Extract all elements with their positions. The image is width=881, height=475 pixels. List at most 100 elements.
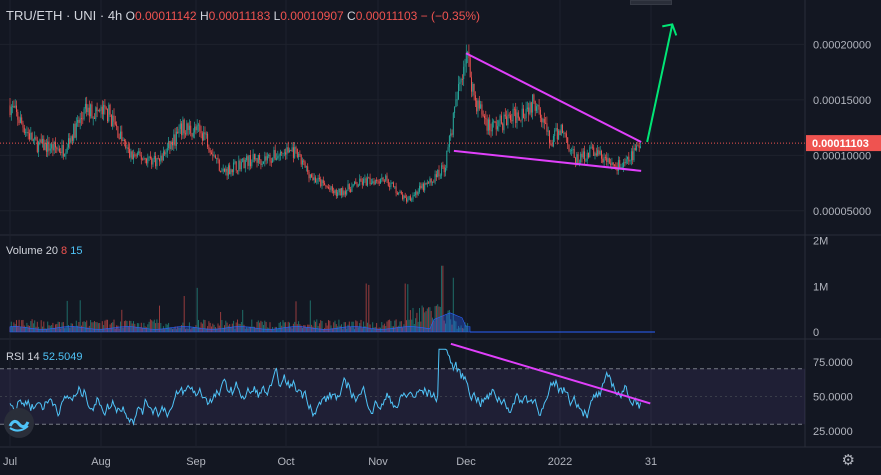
candle-body xyxy=(546,123,548,132)
candle-body xyxy=(87,107,89,113)
volume-bar xyxy=(57,321,59,332)
candle-body xyxy=(429,178,431,184)
candle-body xyxy=(434,174,436,183)
candle-body xyxy=(247,156,249,166)
candle-body xyxy=(192,132,194,137)
candle-body xyxy=(110,114,112,127)
volume-bar xyxy=(32,323,34,332)
volume-bar xyxy=(419,308,420,332)
gear-icon[interactable]: ⚙ xyxy=(841,452,855,469)
volume-bar xyxy=(74,326,76,332)
tradingview-logo-icon[interactable] xyxy=(4,408,34,438)
volume-bar xyxy=(368,284,370,332)
projection-arrowhead xyxy=(662,23,678,36)
candle-body xyxy=(603,157,605,163)
volume-bar xyxy=(235,322,237,332)
candle-body xyxy=(107,108,108,122)
volume-bar xyxy=(65,327,67,332)
candle-body xyxy=(213,155,215,157)
candle-body xyxy=(619,160,621,169)
candle-body xyxy=(263,161,264,164)
candle-body xyxy=(378,181,380,184)
volume-bar xyxy=(396,326,398,332)
candle-body xyxy=(433,181,435,183)
volume-bar xyxy=(188,322,190,332)
volume-bar xyxy=(408,319,410,332)
volume-bar xyxy=(14,324,16,332)
volume-bar xyxy=(200,322,202,332)
volume-bar xyxy=(173,328,175,332)
volume-bar xyxy=(40,320,42,332)
volume-bar xyxy=(394,320,396,332)
volume-bar xyxy=(311,324,313,332)
candle-body xyxy=(538,105,540,110)
candle-body xyxy=(146,158,147,164)
volume-bar xyxy=(95,322,97,332)
candle-body xyxy=(201,133,203,141)
volume-bar xyxy=(376,322,378,332)
volume-indicator-name[interactable]: Volume 20 xyxy=(6,245,58,257)
open-label: O xyxy=(125,9,135,23)
toolbar-stub[interactable] xyxy=(630,0,672,5)
candle-body xyxy=(420,185,422,189)
volume-bar xyxy=(143,322,145,332)
volume-bar xyxy=(39,329,41,332)
volume-bar xyxy=(272,326,274,332)
candle-body xyxy=(383,180,385,182)
candle-body xyxy=(178,128,180,134)
candle-body xyxy=(60,151,62,153)
candle-body xyxy=(121,131,123,141)
candle-body xyxy=(634,148,636,151)
volume-tick-label: 1M xyxy=(813,281,828,293)
volume-pane[interactable] xyxy=(9,265,656,333)
candle-body xyxy=(240,162,242,170)
candle-body xyxy=(589,147,591,158)
candle-body xyxy=(246,156,248,161)
candle-body xyxy=(351,186,353,192)
rsi-indicator-name[interactable]: RSI 14 xyxy=(6,351,40,363)
candle-body xyxy=(595,153,597,156)
volume-bar xyxy=(458,325,459,332)
volume-bar xyxy=(43,321,45,332)
candle-body xyxy=(144,158,146,160)
candle-body xyxy=(606,157,608,163)
candle-body xyxy=(40,139,42,144)
volume-bar xyxy=(205,328,207,332)
price-pane[interactable]: 0.00011103 xyxy=(0,23,881,204)
volume-bar xyxy=(103,324,105,332)
rsi-pane[interactable] xyxy=(0,342,805,426)
volume-legend: Volume 20 8 15 xyxy=(6,245,82,257)
volume-bar xyxy=(152,321,154,332)
volume-bar xyxy=(257,320,259,332)
volume-bar xyxy=(112,322,114,332)
candle-body xyxy=(471,77,472,92)
volume-bar xyxy=(64,328,66,332)
volume-bar xyxy=(413,323,415,332)
volume-bar xyxy=(229,324,231,332)
volume-bar xyxy=(393,326,394,332)
open-value: 0.00011142 xyxy=(134,9,197,23)
candle-body xyxy=(159,158,160,162)
volume-bar xyxy=(187,329,189,332)
candle-body xyxy=(597,150,599,156)
candle-body xyxy=(373,181,375,185)
candle-body xyxy=(18,119,20,123)
volume-bar xyxy=(155,323,157,332)
volume-bar xyxy=(36,321,38,332)
candle-body xyxy=(309,174,311,179)
candle-body xyxy=(567,137,569,145)
volume-bar xyxy=(467,323,469,332)
candle-body xyxy=(381,177,383,180)
candle-body xyxy=(406,197,407,202)
candle-body xyxy=(578,162,580,164)
volume-bar xyxy=(270,329,272,332)
symbol-label[interactable]: TRU/ETH · UNI · 4h xyxy=(6,8,123,23)
candle-body xyxy=(608,158,610,164)
candle-body xyxy=(279,151,281,156)
volume-bar xyxy=(225,320,227,332)
volume-bar xyxy=(398,325,400,332)
candle-body xyxy=(455,99,457,108)
candle-body xyxy=(612,162,614,165)
volume-bar xyxy=(459,327,461,332)
